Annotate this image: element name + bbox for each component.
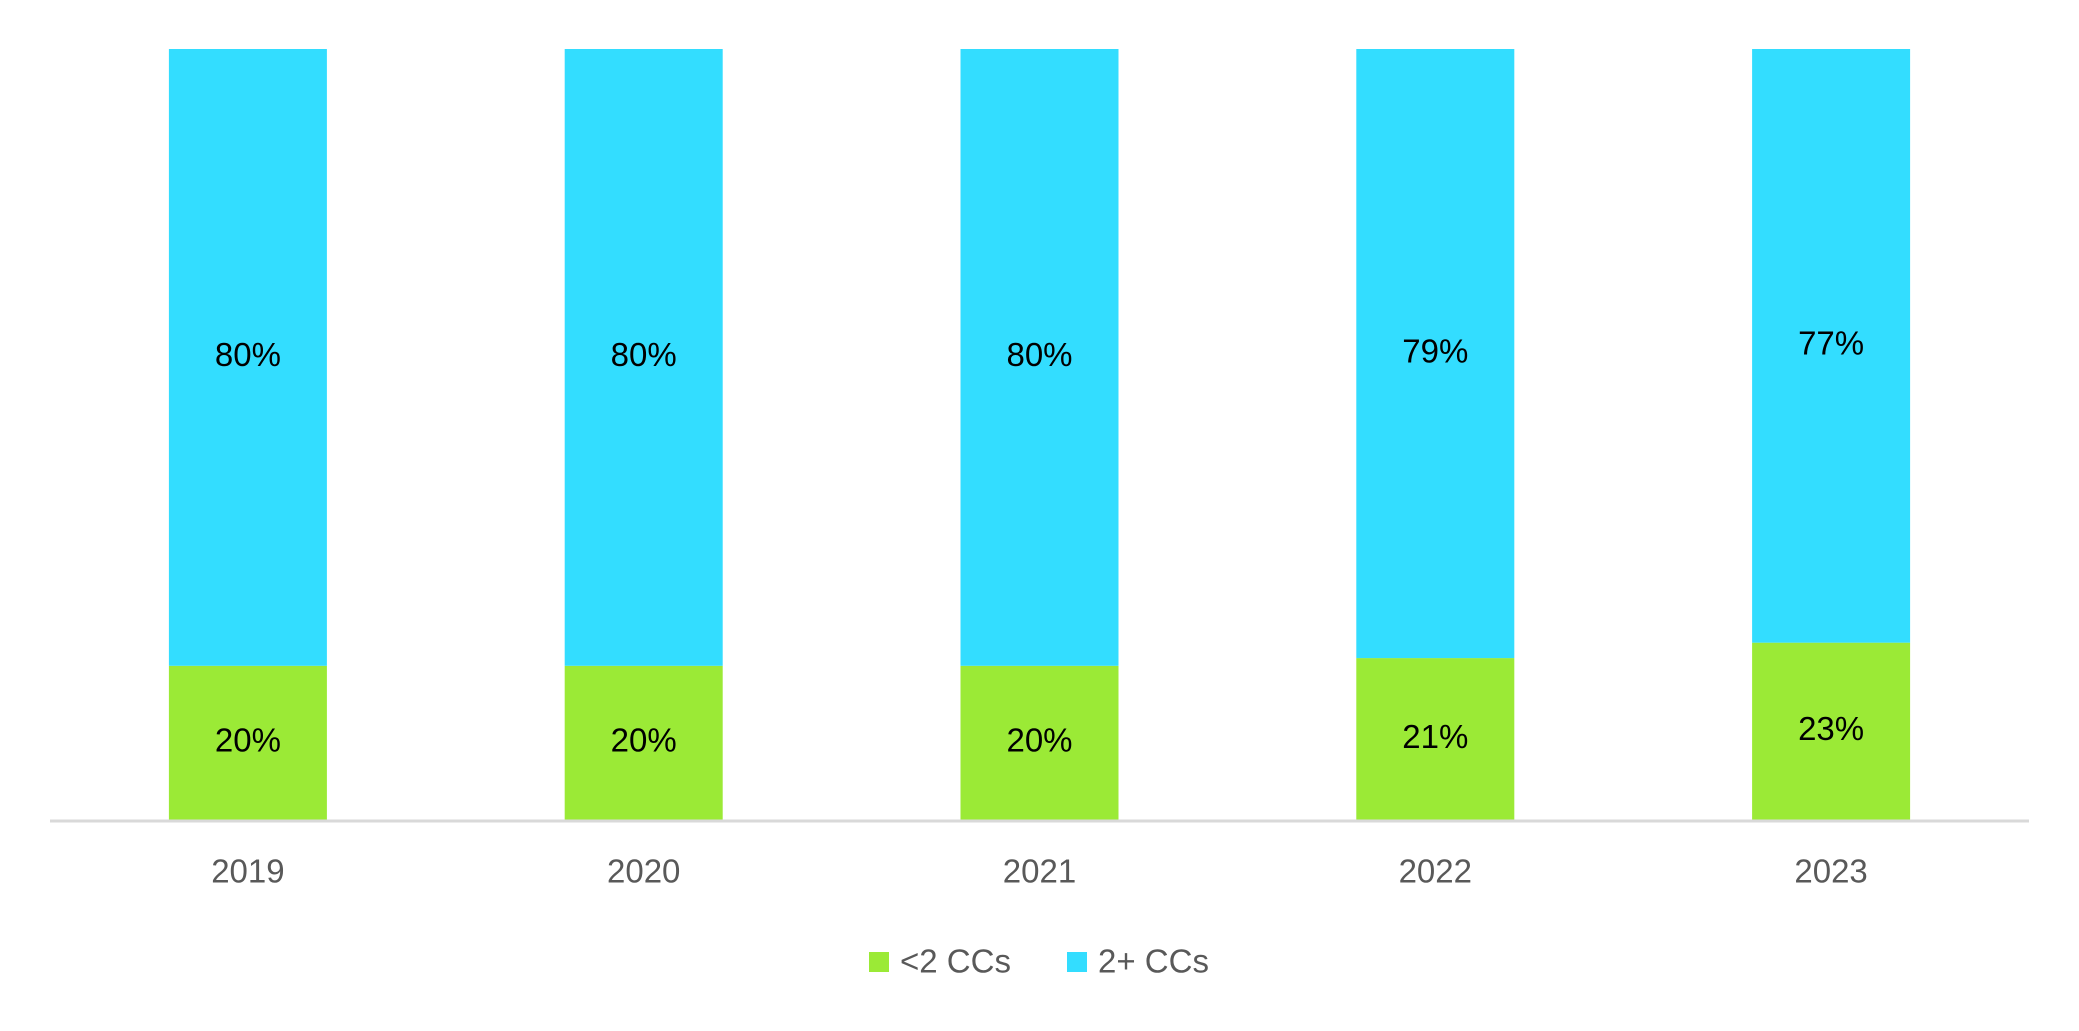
data-label-2020-series-1: 80% bbox=[611, 336, 677, 373]
legend-label-lt2-ccs: <2 CCs bbox=[900, 943, 1011, 980]
bar-2019-series-0 bbox=[168, 665, 327, 820]
x-tick-label-2021: 2021 bbox=[1003, 853, 1076, 890]
x-tick-labels: 2019 2020 2021 2022 2023 bbox=[211, 853, 1868, 890]
data-label-2022-series-1: 79% bbox=[1402, 332, 1468, 369]
bar-2021-series-1 bbox=[960, 49, 1119, 666]
data-label-2021-series-1: 80% bbox=[1006, 336, 1072, 373]
bar-2020-series-0 bbox=[564, 665, 723, 820]
data-label-2023-series-0: 23% bbox=[1798, 710, 1864, 747]
x-tick-label-2019: 2019 bbox=[211, 853, 284, 890]
bar-2022-series-1 bbox=[1356, 49, 1515, 659]
x-tick-label-2020: 2020 bbox=[607, 853, 680, 890]
legend-swatch-2plus-ccs bbox=[1067, 952, 1087, 972]
legend: <2 CCs 2+ CCs bbox=[869, 943, 1209, 980]
bar-2019-series-1 bbox=[168, 49, 327, 666]
bars-group: 20% 80% 20% 80% 20% 80% 21% 79% 23% 77% bbox=[168, 49, 1911, 820]
data-label-2022-series-0: 21% bbox=[1402, 718, 1468, 755]
legend-swatch-lt2-ccs bbox=[869, 952, 889, 972]
data-label-2020-series-0: 20% bbox=[611, 722, 677, 759]
bar-2023-series-0 bbox=[1752, 642, 1911, 820]
bar-2021-series-0 bbox=[960, 665, 1119, 820]
x-tick-label-2023: 2023 bbox=[1794, 853, 1867, 890]
bar-2020-series-1 bbox=[564, 49, 723, 666]
data-label-2023-series-1: 77% bbox=[1798, 325, 1864, 362]
data-label-2019-series-1: 80% bbox=[215, 336, 281, 373]
x-tick-label-2022: 2022 bbox=[1399, 853, 1472, 890]
bar-2022-series-0 bbox=[1356, 658, 1515, 820]
legend-label-2plus-ccs: 2+ CCs bbox=[1098, 943, 1209, 980]
data-label-2019-series-0: 20% bbox=[215, 722, 281, 759]
data-label-2021-series-0: 20% bbox=[1006, 722, 1072, 759]
bar-2023-series-1 bbox=[1752, 49, 1911, 643]
